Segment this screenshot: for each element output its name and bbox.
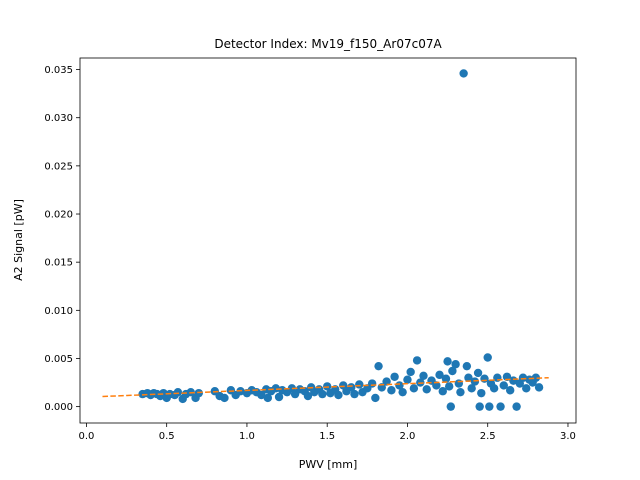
scatter-point [409,384,419,393]
scatter-point [462,361,472,371]
scatter-point [367,379,377,388]
y-tick-label: 0.025 [44,161,73,172]
scatter-point [522,384,531,393]
scatter-point [303,391,313,401]
y-tick-label: 0.010 [44,306,73,317]
scatter-point [477,388,486,398]
x-tick-label: 1.0 [239,431,255,442]
scatter-point [489,384,499,393]
scatter-point [483,353,492,362]
x-tick-label: 0.5 [159,431,175,442]
scatter-point [459,69,468,78]
plot-frame [79,57,577,424]
scatter-point [398,387,407,397]
scatter-point [419,371,428,381]
y-tick-label: 0.000 [44,402,73,413]
x-tick-label: 3.0 [560,431,576,442]
scatter-point [454,379,464,388]
y-axis: 0.000 0.005 0.010 0.015 0.020 0.025 0.030 0.035 [44,65,80,413]
scatter-point [448,366,457,376]
scatter-point [263,393,273,403]
trend-line [102,376,549,398]
y-axis-label: A2 Signal [pW] [12,199,25,281]
y-tick-label: 0.020 [44,210,73,221]
scatter-point [467,384,476,393]
scatter-point [518,373,528,382]
x-tick-label: 1.5 [319,431,335,442]
scatter-point [432,381,441,390]
scatter-point [499,381,508,390]
y-tick-label: 0.005 [44,354,73,365]
scatter-point [403,375,412,384]
y-tick-label: 0.035 [44,65,73,76]
scatter-point [350,389,359,399]
scatter-point [531,373,541,382]
scatter-point [173,387,183,397]
scatter-point [456,387,465,397]
x-axis-label: PWV [mm] [299,458,358,471]
plot-area [102,69,549,411]
scatter-point [271,384,281,393]
scatter-point [443,357,452,366]
scatter-point [435,370,444,380]
scatter-point [446,402,455,411]
scatter-point [390,372,399,381]
scatter-point [387,386,396,395]
y-tick-label: 0.030 [44,113,73,124]
y-tick-label: 0.015 [44,258,73,269]
scatter-point [512,402,521,411]
scatter-point [451,360,460,369]
scatter-point [422,385,431,394]
x-tick-label: 2.0 [400,431,416,442]
scatter-point [441,374,451,383]
scatter-point [464,373,473,382]
scatter-point [473,368,483,378]
scatter-point [395,381,404,390]
x-tick-label: 2.5 [480,431,496,442]
scatter-point [534,383,544,392]
scatter-point [374,361,383,371]
scatter-point [274,392,284,402]
scatter-point [382,377,391,386]
scatter-point [412,356,422,365]
chart-title: Detector Index: Mv19_f150_Ar07c07A [214,37,442,51]
scatter-point [355,380,364,389]
scatter-point [371,393,380,403]
x-axis: 0.0 0.5 1.0 1.5 2.0 2.5 3.0 [78,423,576,442]
scatter-point [485,402,494,411]
x-tick-label: 0.0 [78,431,94,442]
scatter-point [475,402,484,411]
scatter-point [505,386,515,395]
scatter-point [406,367,415,377]
scatter-point [220,393,229,403]
scatter-point [496,402,505,411]
scatter-point [347,383,356,392]
scatter-point [438,387,447,396]
scatter-point [318,389,327,399]
scatter-point [257,390,266,400]
scatter-point [334,390,343,400]
scatter-point [444,382,454,391]
